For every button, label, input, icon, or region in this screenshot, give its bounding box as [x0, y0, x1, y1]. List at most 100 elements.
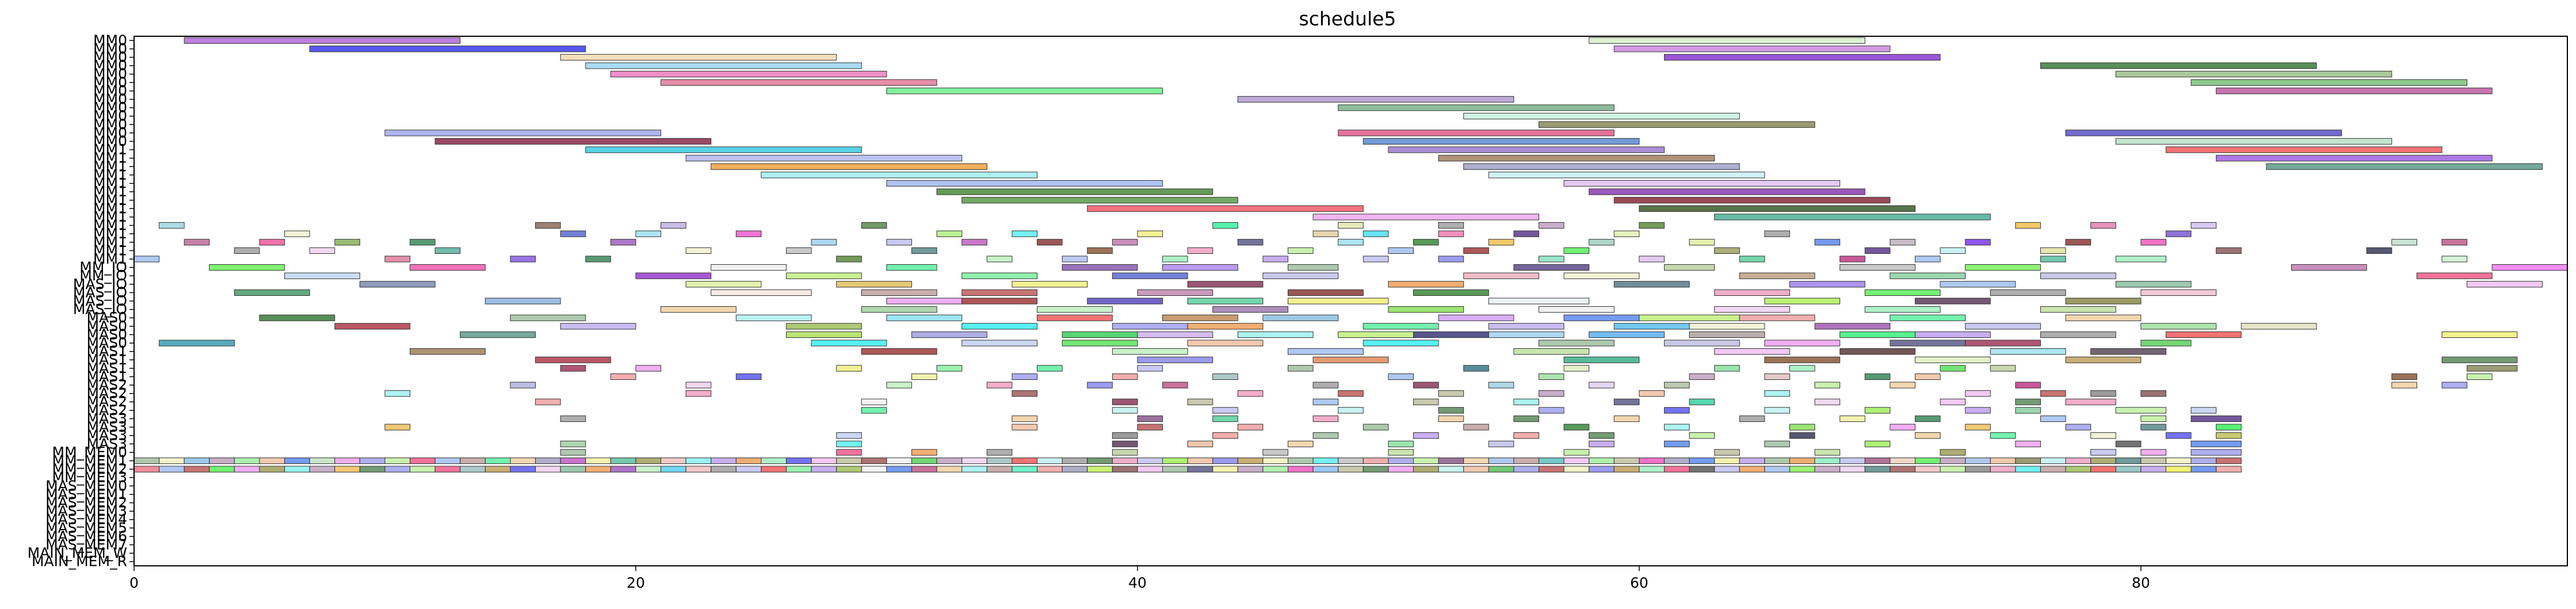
task-bar: [1914, 298, 1991, 304]
task-bar: [1914, 356, 1991, 363]
task-bar: [384, 424, 411, 431]
task-bar: [410, 239, 436, 246]
task-bar: [1840, 415, 1865, 423]
task-bar: [861, 457, 887, 465]
y-tick-label: MAS_MEM3: [45, 503, 127, 519]
task-bar: [2115, 256, 2166, 262]
task-bar: [1338, 222, 1364, 229]
task-bar: [1864, 440, 1891, 447]
task-bar: [1714, 289, 1790, 296]
task-bar: [1438, 466, 1464, 473]
y-tick-label: MAS_IO: [73, 301, 127, 318]
y-tick-label: MM0: [93, 66, 127, 82]
task-bar: [1789, 424, 1815, 431]
y-tick-label: MAS2: [87, 376, 127, 393]
task-bar: [1037, 365, 1063, 372]
task-bar: [1940, 365, 1966, 372]
task-bar: [1062, 466, 1088, 473]
task-bar: [1137, 289, 1213, 296]
task-bar: [1890, 457, 1915, 465]
task-bar: [1613, 45, 1891, 52]
task-bar: [1137, 331, 1213, 338]
task-bar: [1663, 424, 1690, 431]
task-bar: [1764, 440, 1790, 447]
task-bar: [1488, 323, 1564, 330]
y-tick-label: MM_IO: [79, 267, 127, 284]
task-bar: [1488, 382, 1514, 389]
task-bar: [1764, 466, 1790, 473]
task-bar: [1112, 432, 1138, 439]
task-bar: [510, 466, 536, 473]
task-bar: [2241, 323, 2317, 330]
y-tick-label: MAS_MEM5: [45, 519, 127, 536]
task-bar: [2040, 247, 2066, 254]
task-bar: [1463, 113, 1740, 120]
task-bar: [1312, 415, 1339, 423]
y-tick-label: MM0: [93, 40, 127, 57]
task-bar: [2441, 331, 2518, 338]
task-bar: [1538, 390, 1564, 397]
chart-title: schedule5: [1299, 7, 1396, 30]
task-bar: [1613, 230, 1640, 237]
task-bar: [1940, 457, 1966, 465]
task-bar: [1312, 230, 1339, 237]
task-bar: [1663, 264, 1715, 271]
task-bar: [1864, 457, 1891, 465]
task-bar: [1965, 340, 2041, 347]
task-bar: [1965, 390, 1991, 397]
task-bar: [1438, 230, 1464, 237]
task-bar: [1363, 323, 1439, 330]
y-tick-label: MM0: [93, 124, 127, 141]
task-bar: [1965, 424, 1991, 431]
task-bar: [1187, 466, 1213, 473]
task-bar: [1613, 457, 1640, 465]
task-bar: [1162, 466, 1188, 473]
task-bar: [1187, 457, 1213, 465]
task-bar: [1112, 398, 1138, 405]
task-bar: [2115, 466, 2142, 473]
task-bar: [359, 281, 436, 288]
task-bar: [1589, 440, 1615, 447]
task-bar: [1663, 54, 1941, 61]
task-bar: [1965, 239, 1991, 246]
task-bar: [510, 314, 586, 321]
task-bar: [1012, 457, 1038, 465]
task-bar: [560, 54, 837, 61]
task-bar: [735, 373, 762, 380]
task-bar: [460, 466, 486, 473]
task-bar: [661, 457, 686, 465]
task-bar: [2090, 348, 2166, 355]
task-bar: [1914, 256, 1941, 262]
y-tick-label: MAS_MEM0: [45, 477, 127, 494]
task-bar: [1112, 440, 1138, 447]
y-tick-label: MM1: [93, 175, 127, 192]
task-bar: [685, 466, 712, 473]
task-bar: [1388, 306, 1464, 313]
task-bar: [735, 314, 812, 321]
task-bar: [434, 247, 461, 254]
task-bar: [1237, 390, 1264, 397]
task-bar: [510, 256, 536, 262]
task-bar: [2190, 457, 2217, 465]
task-bar: [661, 222, 686, 229]
task-bar: [460, 457, 486, 465]
task-bar: [209, 466, 235, 473]
task-bar: [1137, 365, 1163, 372]
task-bar: [1012, 373, 1038, 380]
task-bar: [735, 466, 762, 473]
task-bar: [1714, 306, 1790, 313]
task-bar: [1990, 432, 2016, 439]
task-bar: [1814, 323, 1891, 330]
task-bar: [861, 348, 937, 355]
task-bar: [1363, 340, 1439, 347]
task-bar: [1639, 205, 1915, 212]
task-bar: [1363, 466, 1389, 473]
task-bar: [2090, 432, 2116, 439]
task-bar: [1037, 466, 1063, 473]
task-bar: [1789, 365, 1815, 372]
task-bar: [1312, 356, 1389, 363]
task-bar: [661, 79, 937, 86]
task-bar: [685, 457, 712, 465]
task-bar: [1890, 424, 1915, 431]
task-bar: [836, 449, 862, 456]
